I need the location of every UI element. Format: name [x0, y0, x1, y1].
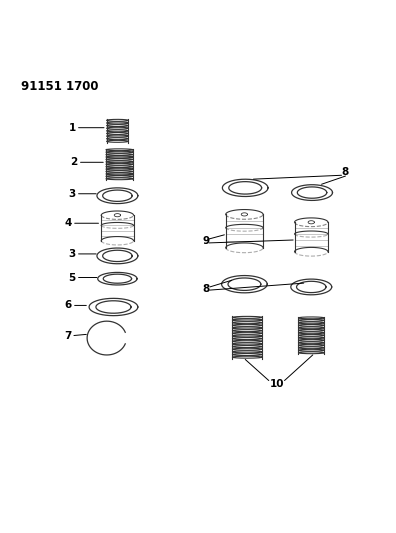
Text: 8: 8	[342, 167, 349, 177]
Text: 6: 6	[65, 301, 86, 310]
Text: 3: 3	[69, 189, 96, 199]
Text: 9: 9	[202, 236, 209, 246]
Text: 1: 1	[69, 123, 104, 133]
Text: 2: 2	[70, 157, 103, 167]
Text: 8: 8	[202, 284, 209, 294]
Text: 10: 10	[269, 379, 284, 390]
Text: 7: 7	[64, 331, 86, 341]
Text: 91151 1700: 91151 1700	[21, 80, 99, 93]
Text: 5: 5	[69, 272, 97, 282]
Text: 3: 3	[69, 249, 96, 259]
Text: 4: 4	[65, 218, 99, 228]
